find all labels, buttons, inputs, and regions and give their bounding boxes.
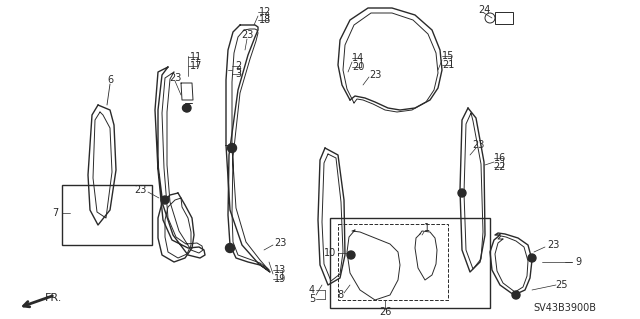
- Text: 1: 1: [424, 223, 430, 233]
- Text: 6: 6: [107, 75, 113, 85]
- Text: 15: 15: [442, 51, 454, 61]
- Text: 17: 17: [190, 61, 202, 71]
- Text: 13: 13: [274, 265, 286, 275]
- Circle shape: [528, 254, 536, 262]
- Text: 25: 25: [556, 280, 568, 290]
- Circle shape: [161, 196, 169, 204]
- Text: 10: 10: [324, 248, 336, 258]
- Text: 2: 2: [235, 61, 241, 71]
- Circle shape: [182, 105, 189, 112]
- Text: 11: 11: [190, 52, 202, 62]
- Text: 20: 20: [352, 62, 364, 72]
- Circle shape: [512, 291, 520, 299]
- Text: 22: 22: [493, 162, 506, 172]
- Text: 5: 5: [309, 294, 315, 304]
- Text: 23: 23: [369, 70, 381, 80]
- Text: 24: 24: [478, 5, 490, 15]
- Text: 23: 23: [472, 140, 484, 150]
- Circle shape: [347, 251, 355, 259]
- Bar: [495, 12, 513, 24]
- Text: 7: 7: [52, 208, 58, 218]
- Circle shape: [183, 104, 191, 112]
- Circle shape: [227, 144, 237, 152]
- Text: 21: 21: [442, 60, 454, 70]
- Text: 18: 18: [259, 15, 271, 25]
- Bar: [338, 224, 448, 300]
- Text: 16: 16: [494, 153, 506, 163]
- Text: FR.: FR.: [45, 293, 62, 303]
- Circle shape: [225, 243, 234, 253]
- Bar: [330, 218, 490, 308]
- Text: 26: 26: [379, 307, 391, 317]
- Bar: [62, 185, 152, 245]
- Text: 14: 14: [352, 53, 364, 63]
- Text: SV43B3900B: SV43B3900B: [534, 303, 596, 313]
- Text: 23: 23: [241, 30, 253, 40]
- Text: 4: 4: [309, 285, 315, 295]
- Text: 23: 23: [547, 240, 559, 250]
- Text: 9: 9: [575, 257, 581, 267]
- Text: 23: 23: [169, 73, 181, 83]
- Text: 19: 19: [274, 274, 286, 284]
- Text: 23: 23: [274, 238, 286, 248]
- Circle shape: [458, 189, 466, 197]
- Text: 8: 8: [337, 290, 343, 300]
- Text: 12: 12: [259, 7, 271, 17]
- Text: 23: 23: [134, 185, 146, 195]
- Text: 3: 3: [235, 69, 241, 79]
